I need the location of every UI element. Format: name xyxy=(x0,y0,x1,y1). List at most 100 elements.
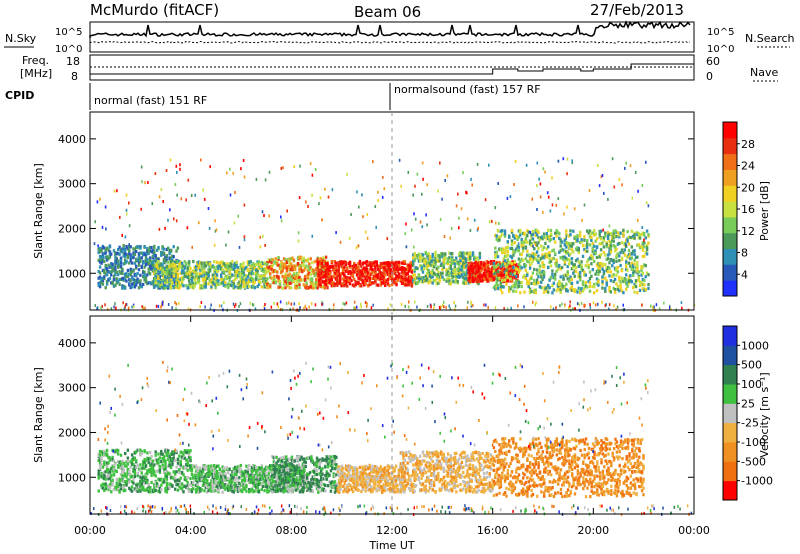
data-cell xyxy=(384,264,387,268)
data-cell xyxy=(505,277,508,281)
data-cell xyxy=(640,244,643,248)
data-cell xyxy=(554,231,557,235)
nsearch-tick-top: 10^5 xyxy=(707,27,734,38)
data-cell xyxy=(299,264,303,268)
data-cell xyxy=(178,279,181,284)
data-cell xyxy=(149,490,152,494)
data-cell xyxy=(637,278,640,282)
data-cell xyxy=(358,261,362,266)
data-cell xyxy=(160,449,163,454)
data-cell xyxy=(365,264,369,268)
data-cell xyxy=(322,259,325,263)
data-cell xyxy=(107,307,109,311)
data-cell xyxy=(121,250,124,254)
data-cell xyxy=(128,252,131,256)
data-cell xyxy=(147,250,150,254)
data-cell xyxy=(586,260,589,264)
data-cell xyxy=(194,265,198,269)
data-cell xyxy=(169,284,173,288)
data-cell xyxy=(595,277,599,281)
data-cell xyxy=(286,209,288,213)
data-cell xyxy=(249,271,252,275)
data-cell xyxy=(604,276,607,280)
data-cell xyxy=(470,304,473,308)
data-cell xyxy=(517,257,521,261)
data-cell xyxy=(449,262,452,266)
data-cell xyxy=(167,303,170,306)
data-cell xyxy=(443,235,446,238)
data-cell xyxy=(519,233,522,237)
data-cell xyxy=(225,262,228,266)
data-cell xyxy=(629,257,632,261)
data-cell xyxy=(636,269,639,273)
data-cell xyxy=(652,305,654,309)
data-cell xyxy=(221,280,224,284)
data-cell xyxy=(293,165,296,169)
data-cell xyxy=(154,453,157,457)
data-cell xyxy=(590,238,593,242)
data-cell xyxy=(329,275,332,279)
data-cell xyxy=(498,222,500,225)
data-cell xyxy=(362,266,366,270)
data-cell xyxy=(126,448,130,452)
data-cell xyxy=(573,289,576,294)
data-cell xyxy=(502,257,505,261)
data-cell xyxy=(304,304,306,308)
data-cell xyxy=(185,485,188,489)
data-cell xyxy=(398,275,401,280)
data-cell xyxy=(217,282,220,286)
data-cell xyxy=(364,281,367,285)
data-cell xyxy=(234,265,237,269)
data-cell xyxy=(262,274,265,278)
data-cell xyxy=(257,274,261,278)
data-cell xyxy=(540,244,543,248)
data-cell xyxy=(100,261,103,265)
data-cell xyxy=(324,272,328,276)
data-cell xyxy=(426,223,428,227)
data-cell xyxy=(491,274,494,278)
data-cell xyxy=(541,235,543,239)
data-cell xyxy=(581,268,585,272)
data-cell xyxy=(187,270,191,274)
data-cell xyxy=(523,290,526,294)
data-cell xyxy=(412,259,415,263)
data-cell xyxy=(385,261,388,265)
data-cell xyxy=(562,277,565,281)
data-cell xyxy=(100,277,103,281)
data-cell xyxy=(552,248,555,252)
data-cell xyxy=(142,261,145,265)
data-cell xyxy=(658,307,661,311)
data-cell xyxy=(523,273,526,278)
data-cell xyxy=(464,265,468,269)
data-cell xyxy=(262,234,264,238)
data-cell xyxy=(288,257,291,261)
data-cell xyxy=(121,465,124,469)
data-cell xyxy=(542,273,546,277)
data-cell xyxy=(129,267,132,271)
data-cell xyxy=(565,236,567,240)
data-cell xyxy=(235,303,237,306)
data-cell xyxy=(143,481,146,485)
data-cell xyxy=(208,279,212,283)
data-cell xyxy=(587,231,590,235)
data-cell xyxy=(288,277,291,282)
data-cell xyxy=(129,488,132,492)
data-cell xyxy=(563,285,567,290)
data-cell xyxy=(464,258,468,262)
data-cell xyxy=(360,270,363,274)
data-cell xyxy=(367,271,370,275)
data-cell xyxy=(243,175,246,179)
data-cell xyxy=(573,269,576,273)
data-cell xyxy=(189,282,192,286)
data-cell xyxy=(115,306,117,310)
data-cell xyxy=(439,252,443,256)
data-cell xyxy=(111,469,114,473)
data-cell xyxy=(477,274,480,278)
data-cell xyxy=(117,452,120,456)
data-cell xyxy=(194,271,198,275)
data-cell xyxy=(346,284,349,288)
data-cell xyxy=(599,253,603,257)
data-cell xyxy=(135,280,138,285)
data-cell xyxy=(182,264,185,268)
data-cell xyxy=(243,238,246,242)
